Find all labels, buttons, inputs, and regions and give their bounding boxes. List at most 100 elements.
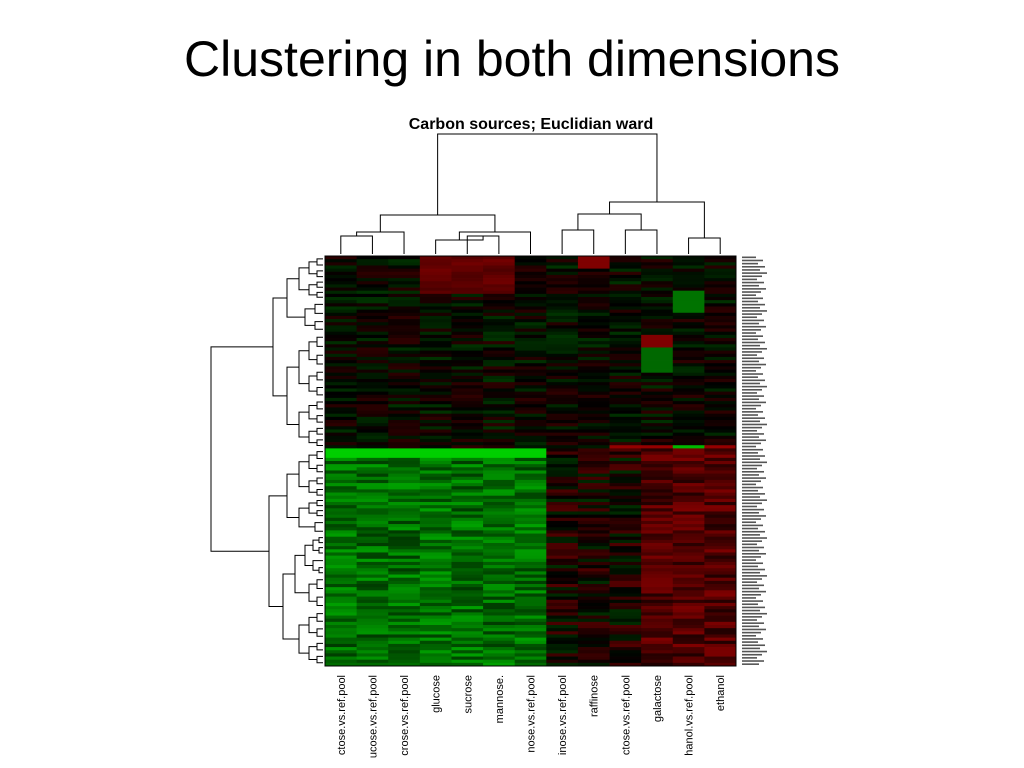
heatmap-cell [356,524,389,528]
heatmap-cell [704,631,737,635]
heatmap-cell [577,293,610,298]
heatmap-cell [325,577,358,582]
heatmap-cell [388,628,421,632]
heatmap-cell [546,498,579,503]
heatmap-cell [546,407,579,411]
heatmap-cell [641,278,674,282]
heatmap-cell [419,290,452,295]
heatmap-cell [451,350,484,355]
heatmap-cell [419,602,452,607]
heatmap-cell [609,530,642,534]
heatmap-cell [672,483,705,487]
heatmap-cell [546,413,579,418]
heatmap-cell [451,656,484,661]
heatmap-cell [577,502,610,506]
heatmap-cell [483,448,516,452]
heatmap-cell [577,546,610,550]
heatmap-cell [483,432,516,437]
heatmap-cell [672,350,705,355]
heatmap-cell [514,584,547,588]
heatmap-cell [514,429,547,434]
heatmap-cell [419,454,452,459]
heatmap-cell [514,454,547,459]
heatmap-cell [577,606,610,610]
heatmap-cell [451,404,484,408]
heatmap-cell [356,309,389,314]
heatmap-cell [451,338,484,342]
heatmap-cell [577,268,610,273]
heatmap-cell [609,300,642,304]
row-label-mark [742,426,762,429]
dendrogram-link [316,628,323,637]
heatmap-cell [546,385,579,389]
heatmap-cell [356,502,389,506]
heatmap-cell [609,366,642,370]
heatmap-cell [388,331,421,336]
heatmap-cell [419,489,452,493]
heatmap-cell [325,331,358,336]
heatmap-cell [325,309,358,314]
heatmap-cell [388,435,421,440]
column-label: galactose [652,675,664,722]
heatmap-cell [325,372,358,377]
heatmap-cell [672,558,705,563]
column-label: ethanol [715,675,727,711]
heatmap-cell [641,382,674,386]
dendrogram-link [316,354,323,365]
heatmap-cell [419,325,452,329]
heatmap-cell [451,451,484,456]
heatmap-cell [356,514,389,519]
heatmap-cell [641,297,674,301]
heatmap-cell [641,451,674,456]
heatmap-cell [388,274,421,279]
heatmap-cell [325,426,358,430]
heatmap-cell [514,448,547,452]
heatmap-cell [609,457,642,462]
heatmap-cell [641,539,674,544]
heatmap-cell [419,464,452,468]
heatmap-cell [419,356,452,361]
heatmap-cell [325,618,358,623]
heatmap-cell [514,344,547,348]
heatmap-cell [325,483,358,487]
heatmap-cell [704,347,737,352]
heatmap-cell [672,602,705,607]
heatmap-cell [672,489,705,493]
heatmap-cell [483,590,516,594]
heatmap-cell [609,495,642,500]
heatmap-cell [546,338,579,342]
heatmap-cell [704,423,737,427]
heatmap-cell [577,297,610,301]
heatmap-cell [577,461,610,465]
heatmap-cell [451,369,484,374]
heatmap-cell [451,552,484,557]
row-label-mark [742,347,767,350]
dendrogram-link [298,461,309,488]
heatmap-cell [514,558,547,563]
column-label: glucose [431,675,443,713]
heatmap-cell [419,379,452,383]
row-label-mark [742,332,756,334]
heatmap-cell [419,517,452,522]
heatmap-cell [451,379,484,383]
heatmap-cell [672,549,705,553]
heatmap-cell [641,309,674,314]
heatmap-cell [514,650,547,654]
heatmap-cell [419,593,452,598]
row-label-mark [742,565,758,568]
heatmap-cell [514,536,547,541]
row-label-mark [742,562,763,565]
heatmap-cell [609,533,642,538]
heatmap-cell [641,527,674,531]
heatmap-cell [356,647,389,651]
heatmap-cell [483,262,516,266]
heatmap-cell [388,565,421,569]
heatmap-cell [483,303,516,307]
heatmap-cell [356,584,389,588]
heatmap-cell [704,353,737,358]
row-label-mark [742,470,764,473]
heatmap-cell [419,650,452,654]
heatmap-cell [704,615,737,620]
heatmap-cell [325,281,358,285]
heatmap-cell [483,435,516,440]
